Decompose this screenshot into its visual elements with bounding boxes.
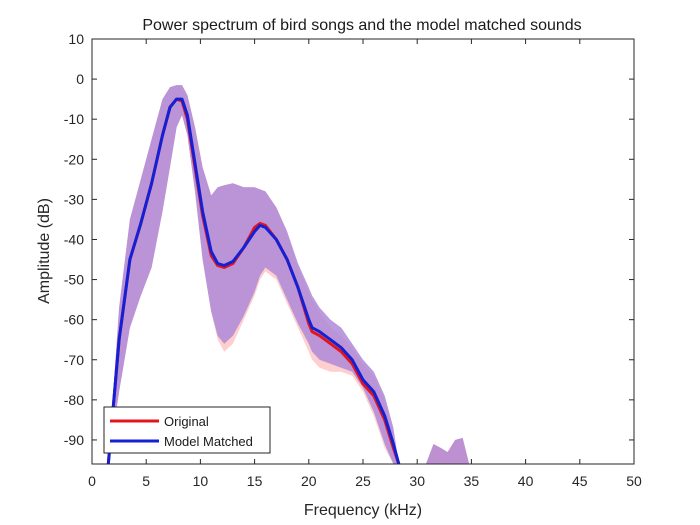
y-tick-label: 0 <box>76 71 84 87</box>
x-axis-label: Frequency (kHz) <box>304 502 422 519</box>
y-axis-label: Amplitude (dB) <box>36 198 53 304</box>
line-model-matched <box>106 97 401 464</box>
x-tick-label: 45 <box>572 473 588 489</box>
y-tick-label: -60 <box>64 312 84 328</box>
y-tick-label: -90 <box>64 432 84 448</box>
x-tick-label: 0 <box>88 473 96 489</box>
band-high-frequency <box>425 437 470 464</box>
legend-label-model-matched: Model Matched <box>164 434 253 449</box>
x-tick-label: 20 <box>301 473 317 489</box>
x-tick-label: 40 <box>518 473 534 489</box>
x-tick-label: 5 <box>142 473 150 489</box>
y-tick-label: -40 <box>64 231 84 247</box>
legend-box <box>103 406 271 454</box>
y-tick-label: -50 <box>64 272 84 288</box>
y-tick-label: -30 <box>64 191 84 207</box>
plot-area <box>106 85 470 464</box>
x-tick-label: 30 <box>409 473 425 489</box>
x-tick-label: 35 <box>464 473 480 489</box>
legend-label-original: Original <box>164 414 209 429</box>
band-overlap <box>108 85 399 464</box>
y-axis: 10 0 -10 -20 -30 -40 -50 -60 -70 -80 -90 <box>64 31 634 448</box>
y-tick-label: -20 <box>64 151 84 167</box>
y-tick-label: -10 <box>64 111 84 127</box>
x-tick-label: 10 <box>193 473 209 489</box>
y-tick-label: -70 <box>64 352 84 368</box>
chart-title: Power spectrum of bird songs and the mod… <box>142 17 581 34</box>
x-tick-label: 50 <box>626 473 642 489</box>
y-tick-label: 10 <box>68 31 84 47</box>
y-tick-label: -80 <box>64 392 84 408</box>
x-tick-label: 15 <box>247 473 263 489</box>
legend: Original Model Matched <box>103 406 271 454</box>
x-axis: 0 5 10 15 20 25 30 35 40 45 50 <box>88 39 642 489</box>
x-tick-label: 25 <box>355 473 371 489</box>
